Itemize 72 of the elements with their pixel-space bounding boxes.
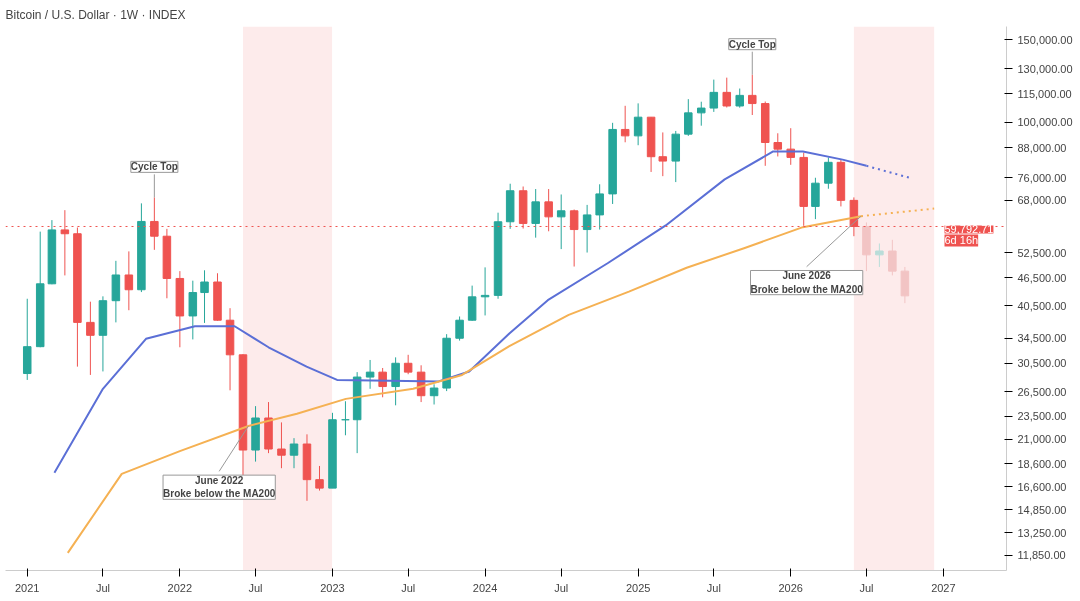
y-tick-label: 76,000.00 [1017,171,1067,184]
y-tick-label: 150,000.00 [1017,33,1073,46]
candlestick [200,269,209,324]
y-tick-label: 130,000.00 [1017,62,1073,75]
candlestick [658,131,668,177]
x-tick-label: 2026 [778,581,803,594]
candlestick [824,156,833,190]
annotation: June 2022 Broke below the MA200 [163,475,276,500]
annotation: 6d 16h [944,234,979,247]
x-tick-label: 2023 [320,581,345,594]
candlestick [748,74,757,116]
candlestick [277,421,286,469]
candlestick [773,132,783,157]
y-tick-label: 23,500.00 [1017,410,1067,423]
x-tick-label: Jul [859,581,874,594]
y-tick-label: 13,250.00 [1017,526,1067,539]
annotation: June 2026 Broke below the MA200 [750,270,864,295]
candlestick [595,183,604,231]
candlestick [811,177,820,220]
annotation: Cycle Top [728,38,776,50]
candlestick [188,280,198,340]
y-tick-label: 14,850.00 [1017,503,1067,516]
ref-line-label: 59,792.71 [944,223,994,236]
candlestick [289,437,299,469]
candlestick [467,285,477,322]
annotation: Cycle Top [130,161,178,173]
x-tick-label: Jul [95,581,110,594]
y-tick-label: 18,600.00 [1017,457,1067,470]
candlestick [709,79,719,113]
x-tick-label: 2022 [167,581,193,594]
y-tick-label: 40,500.00 [1017,299,1067,312]
candlestick [403,354,413,375]
y-tick-label: 46,500.00 [1017,271,1067,284]
x-tick-label: 2024 [472,581,498,594]
y-tick-label: 52,500.00 [1017,246,1067,259]
candlestick [888,239,897,276]
x-tick-label: Jul [706,581,721,594]
candlestick [684,98,693,137]
candlestick [875,242,884,268]
y-tick-label: 100,000.00 [1017,116,1073,128]
y-tick-label: 11,850.00 [1017,549,1066,562]
y-tick-label: 21,000.00 [1017,433,1067,446]
x-tick-label: Jul [401,581,416,594]
candlestick [697,101,706,127]
x-tick-label: 2027 [931,581,956,594]
candlestick [391,356,400,406]
y-tick-label: 26,500.00 [1017,385,1067,398]
chart-title: Bitcoin / U.S. Dollar · 1W · INDEX [5,7,186,22]
candlestick [531,188,540,239]
candlestick [480,266,490,316]
candlestick [455,315,464,342]
x-tick-label: 2025 [625,581,651,594]
candlestick [556,193,566,250]
candlestick [315,465,324,492]
candlestick [86,301,95,376]
candlestick [582,204,592,254]
candlestick [722,77,732,108]
y-tick-label: 30,500.00 [1017,357,1067,370]
candlestick [429,383,439,405]
y-tick-label: 88,000.00 [1017,141,1067,154]
candlestick [365,359,375,390]
x-tick-label: 2021 [15,581,40,594]
x-tick-label: Jul [554,581,569,594]
y-tick-label: 115,000.00 [1017,87,1072,100]
candlestick [620,105,630,143]
y-tick-label: 16,600.00 [1017,480,1067,493]
y-tick-label: 34,500.00 [1017,332,1067,345]
y-tick-label: 68,000.00 [1017,194,1067,207]
x-tick-label: Jul [248,581,263,594]
candlestick [735,88,744,109]
candlestick [633,102,643,146]
candlestick [124,250,134,311]
